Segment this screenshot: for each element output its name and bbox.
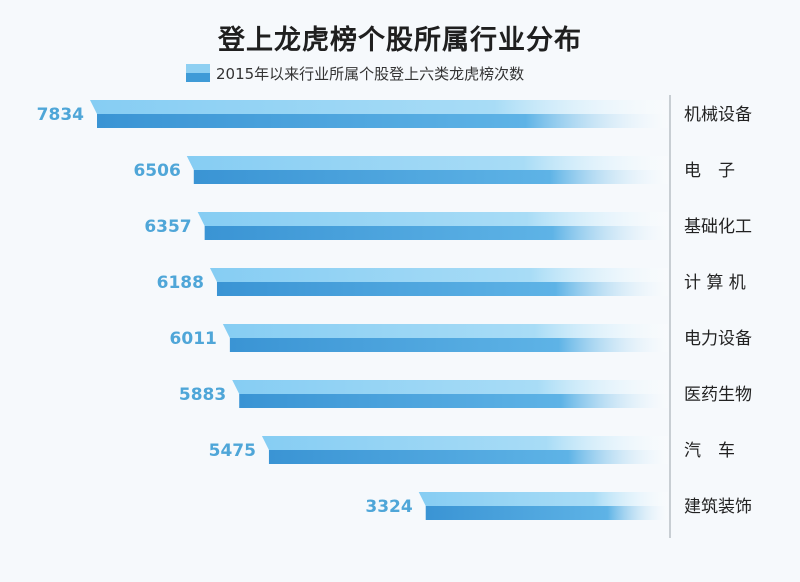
category-label: 电 子: [684, 161, 735, 181]
bar-top-face: [186, 156, 668, 170]
bar-bottom-face: [425, 506, 668, 520]
value-label: 3324: [365, 497, 412, 517]
legend-label: 2015年以来行业所属个股登上六类龙虎榜次数: [216, 64, 525, 83]
bar-bottom-face: [216, 282, 668, 296]
legend-swatch: [186, 64, 210, 82]
category-label: 机械设备: [684, 105, 752, 125]
bar-6: [232, 380, 668, 408]
bar-4: [209, 268, 668, 296]
bar-top-face: [197, 212, 668, 226]
value-label: 6506: [133, 161, 180, 181]
category-label: 计 算 机: [684, 273, 746, 293]
category-label: 建筑装饰: [684, 497, 752, 517]
chart-title: 登上龙虎榜个股所属行业分布: [218, 25, 582, 56]
category-label: 汽 车: [684, 441, 735, 461]
bar-top-face: [261, 436, 668, 450]
value-label: 5883: [179, 385, 226, 405]
bar-bottom-face: [229, 338, 668, 352]
bar-2: [186, 156, 668, 184]
category-label: 基础化工: [684, 217, 752, 237]
bar-top-face: [232, 380, 668, 394]
bar-top-face: [209, 268, 668, 282]
category-label: 医药生物: [684, 385, 752, 405]
bar-bottom-face: [239, 394, 668, 408]
bar-1: [90, 100, 668, 128]
category-label: 电力设备: [684, 329, 752, 349]
value-label: 6188: [157, 273, 204, 293]
bar-5: [222, 324, 668, 352]
bar-bottom-face: [97, 114, 668, 128]
value-label: 7834: [37, 105, 84, 125]
value-label: 5475: [209, 441, 256, 461]
bar-3: [197, 212, 668, 240]
bar-bottom-face: [193, 170, 668, 184]
bar-bottom-face: [204, 226, 668, 240]
bar-bottom-face: [268, 450, 668, 464]
bar-8: [418, 492, 668, 520]
value-label: 6011: [170, 329, 217, 349]
bar-top-face: [418, 492, 668, 506]
bar-7: [261, 436, 668, 464]
bar-top-face: [90, 100, 668, 114]
value-label: 6357: [144, 217, 191, 237]
bar-top-face: [222, 324, 668, 338]
legend: 2015年以来行业所属个股登上六类龙虎榜次数: [186, 62, 524, 84]
